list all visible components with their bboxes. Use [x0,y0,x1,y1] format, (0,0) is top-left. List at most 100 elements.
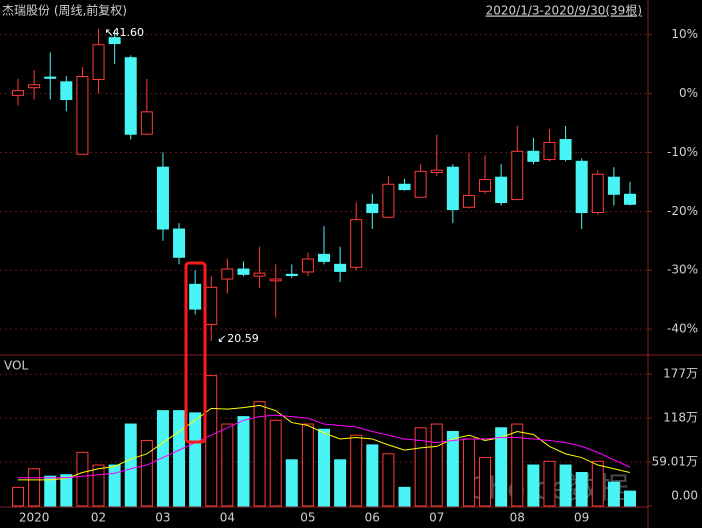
volume-bar [334,459,347,507]
volume-bar [527,464,540,507]
candle-body [156,166,169,230]
volume-bar [28,468,41,507]
candle-body [253,272,266,277]
candle-body [28,84,41,89]
candle-body [334,263,347,272]
candle-body [108,37,121,45]
volume-bar [12,486,24,507]
candle-body [495,176,508,204]
volume-bar [414,427,427,507]
candle-body [382,183,395,218]
candle-body [76,76,89,155]
volume-bar [269,419,282,507]
x-tick-label: 07 [429,511,444,525]
candle-body [366,203,379,214]
ma-line [18,414,631,479]
volume-title: VOL [4,359,28,373]
candle-body [527,150,540,162]
volume-bar [301,423,314,507]
volume-bar [156,410,169,507]
volume-bar [446,431,459,507]
candle-body [543,141,556,161]
volume-bar [495,427,508,507]
annotation-arrow: ↙ [217,332,226,345]
candle-body [44,76,57,79]
volume-bar [591,460,604,507]
volume-bar [430,423,443,507]
candle-body [237,268,250,275]
candle-body [189,283,202,310]
volume-bar [189,412,202,507]
candle-body [398,183,411,191]
volume-bar [60,474,73,507]
candle-body [60,81,73,100]
volume-bar [366,444,379,507]
x-tick-label: 09 [574,511,589,525]
candle-body [12,90,24,96]
annotation: 41.60 [113,26,144,39]
chart-title: 杰瑞股份 (周线,前复权) [2,3,127,18]
candle-body [301,258,314,273]
volume-bar [285,459,298,507]
x-tick-label: 08 [510,511,525,525]
x-tick-label: 03 [155,511,170,525]
candle-body [624,193,636,205]
candle-body [92,44,105,80]
volume-bar [318,428,330,507]
volume-bar [479,457,492,507]
candle-body [205,286,218,325]
volume-bar [624,490,636,507]
candle-body [124,57,137,135]
y-tick-label: -40% [667,322,698,336]
volume-bar [205,375,218,507]
x-tick-label: 02 [91,511,106,525]
y-tick-label: 10% [671,27,698,41]
volume-bar [350,434,363,507]
candle-body [414,170,427,198]
candle-body [511,150,524,201]
candle-body [479,179,492,192]
x-tick-label: 2020 [19,511,50,525]
candle-body [462,194,475,208]
y-tick-label: 59.01万 [652,455,698,469]
y-tick-label: 0.00 [671,489,698,503]
candle-body [607,176,620,195]
volume-bar [575,471,588,507]
volume-bar [173,410,186,507]
candle-body [318,253,330,262]
volume-bar [398,486,411,507]
y-tick-label: -30% [667,263,698,277]
volume-bar [76,451,89,507]
candle-body [430,169,443,173]
y-tick-label: -10% [667,145,698,159]
volume-bar [92,464,105,507]
volume-bar [237,416,250,507]
candle-body [221,268,234,280]
volume-bar [124,423,137,507]
candle-body [350,219,363,268]
y-tick-label: 118万 [663,411,698,425]
x-tick-label: 06 [365,511,380,525]
candle-body [591,173,604,214]
y-tick-label: 177万 [663,367,698,381]
volume-bar [44,475,57,507]
candle-body [173,228,186,258]
candle-body [285,273,298,277]
x-tick-label: 04 [220,511,235,525]
candle-body [559,139,572,161]
annotation-arrow: ↖ [105,26,114,39]
candle-body [575,160,588,214]
highlight-box [184,261,207,444]
candle-body [446,166,459,211]
candle-body [269,278,282,282]
volume-bar [140,439,153,507]
volume-bar [511,423,524,507]
volume-bar [253,401,266,507]
volume-bar [382,453,395,507]
candle-body [140,111,153,135]
y-tick-label: 0% [679,86,698,100]
volume-bar [221,423,234,507]
x-tick-label: 05 [300,511,315,525]
y-tick-label: -20% [667,204,698,218]
volume-bar [462,438,475,507]
